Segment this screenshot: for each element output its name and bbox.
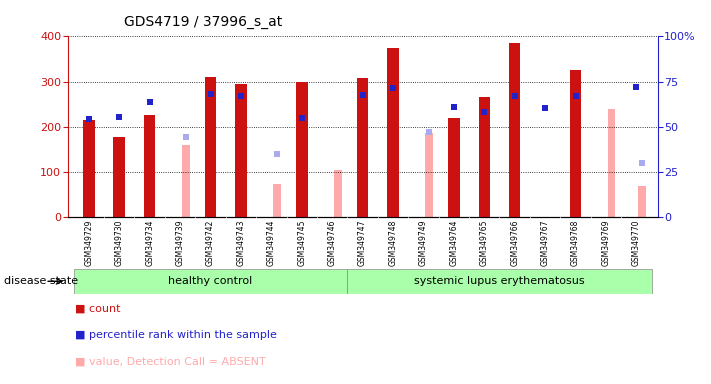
Bar — [357, 78, 368, 217]
Bar — [509, 43, 520, 217]
Bar — [387, 48, 399, 217]
Text: ■ percentile rank within the sample: ■ percentile rank within the sample — [75, 330, 277, 340]
Text: GSM349745: GSM349745 — [297, 220, 306, 266]
Text: GSM349729: GSM349729 — [85, 220, 93, 266]
Text: GSM349744: GSM349744 — [267, 220, 276, 266]
Text: GSM349749: GSM349749 — [419, 220, 428, 266]
Bar — [348, 269, 651, 294]
Text: ■ value, Detection Call = ABSENT: ■ value, Detection Call = ABSENT — [75, 357, 265, 367]
Text: GSM349764: GSM349764 — [449, 220, 459, 266]
Text: GSM349768: GSM349768 — [571, 220, 580, 266]
Text: systemic lupus erythematosus: systemic lupus erythematosus — [415, 276, 585, 286]
Bar — [182, 145, 190, 217]
Text: GSM349746: GSM349746 — [328, 220, 337, 266]
Text: GSM349743: GSM349743 — [237, 220, 245, 266]
Text: healthy control: healthy control — [169, 276, 252, 286]
Bar — [144, 116, 156, 217]
Bar — [114, 137, 125, 217]
Bar — [273, 184, 281, 217]
Bar — [205, 77, 216, 217]
Bar — [608, 109, 616, 217]
Bar — [296, 82, 308, 217]
Bar — [83, 120, 95, 217]
Text: GSM349747: GSM349747 — [358, 220, 367, 266]
Bar — [334, 170, 342, 217]
Text: GDS4719 / 37996_s_at: GDS4719 / 37996_s_at — [124, 15, 283, 29]
Text: GSM349770: GSM349770 — [632, 220, 641, 266]
Text: GSM349730: GSM349730 — [114, 220, 124, 266]
Text: disease state: disease state — [4, 276, 77, 286]
Text: GSM349769: GSM349769 — [602, 220, 611, 266]
Text: GSM349734: GSM349734 — [145, 220, 154, 266]
Bar — [74, 269, 348, 294]
Text: GSM349766: GSM349766 — [510, 220, 519, 266]
Bar — [235, 84, 247, 217]
Text: ■ count: ■ count — [75, 303, 120, 313]
Text: GSM349739: GSM349739 — [176, 220, 185, 266]
Bar — [448, 118, 459, 217]
Text: GSM349742: GSM349742 — [206, 220, 215, 266]
Bar — [479, 98, 490, 217]
Bar — [425, 134, 433, 217]
Text: GSM349748: GSM349748 — [388, 220, 397, 266]
Text: GSM349767: GSM349767 — [540, 220, 550, 266]
Bar — [638, 186, 646, 217]
Text: GSM349765: GSM349765 — [480, 220, 488, 266]
Bar — [570, 70, 582, 217]
